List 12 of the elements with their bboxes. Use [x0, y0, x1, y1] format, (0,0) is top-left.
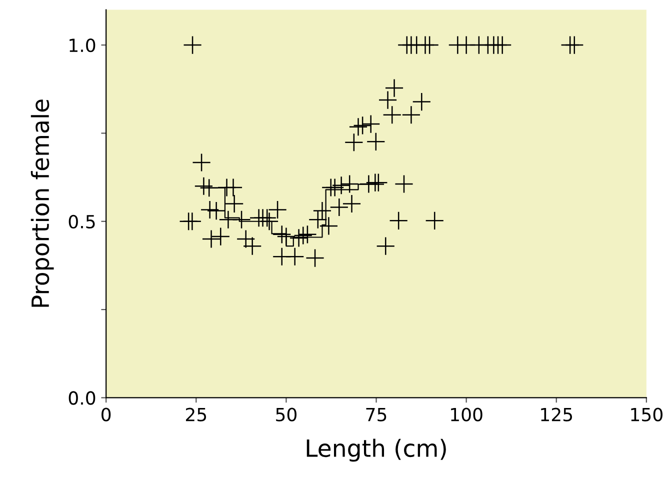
x-tick-label: 125: [541, 408, 572, 422]
y-axis-title: Proportion female: [30, 100, 54, 307]
x-tick-label: 25: [186, 408, 206, 422]
y-tick-label: 0.0: [68, 391, 96, 405]
x-tick-label: 100: [451, 408, 482, 422]
x-tick-label: 50: [276, 408, 296, 422]
x-tick-label: 75: [366, 408, 386, 422]
x-axis-title: Length (cm): [306, 438, 446, 462]
y-tick-label: 0.5: [68, 214, 95, 228]
x-tick-label: 150: [631, 408, 662, 422]
x-tick-label: 0: [102, 408, 111, 422]
y-tick-label: 1.0: [70, 38, 96, 52]
